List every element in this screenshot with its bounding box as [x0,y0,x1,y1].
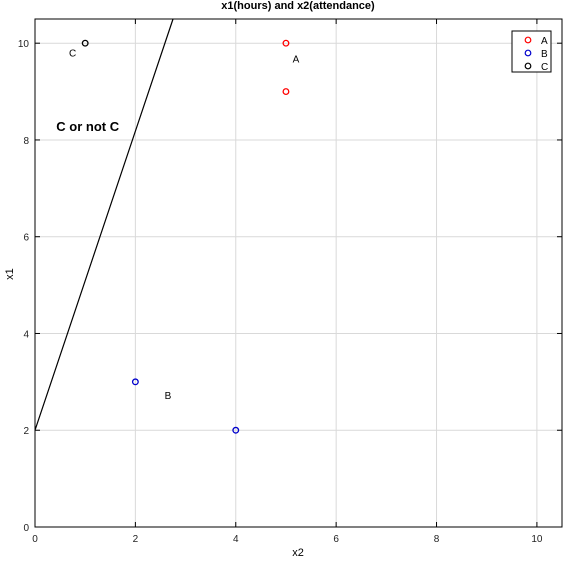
x-tick-label: 10 [531,534,543,545]
y-tick-label: 4 [23,329,29,340]
x-tick-label: 6 [333,534,339,545]
legend-marker-c [524,62,532,70]
boundary-line [34,18,174,431]
annotation-label: C [69,49,76,60]
legend-label-a: A [541,36,548,47]
grid [34,19,562,528]
data-point-a [282,39,290,47]
data-point-b [232,426,240,434]
legend-label-b: B [541,49,548,60]
plot-area [35,19,562,527]
y-tick-label: 6 [23,233,29,244]
y-tick-label: 10 [18,39,30,50]
annotation-label: C or not C [56,119,119,134]
x-tick-label: 2 [133,534,139,545]
plot-frame [34,18,563,528]
y-tick-label: 8 [23,136,29,147]
x-axis-label: x2 [292,547,304,559]
x-tick-label: 4 [233,534,239,545]
legend-marker-b [524,49,532,57]
data-point-a [282,88,290,96]
data-point-b [131,378,139,386]
y-tick-label: 2 [23,426,29,437]
annotation-label: A [293,55,300,66]
chart-title: x1(hours) and x2(attendance) [221,0,375,12]
legend-box [511,30,552,73]
legend-label-c: C [541,62,548,73]
legend: ABC [511,30,552,73]
legend-marker-a [524,36,532,44]
data-point-c [81,39,89,47]
x-tick-label: 0 [32,534,38,545]
x-tick-label: 8 [434,534,440,545]
y-tick-label: 0 [23,523,29,534]
decision-boundary [34,18,174,431]
annotations: A B C C or not C [56,49,299,402]
annotation-label: B [165,391,172,402]
y-axis-label: x1 [4,268,16,280]
axis-ticks: 0 2 4 6 8 10 0 2 4 6 8 10 [18,19,562,545]
data-points [81,39,290,434]
